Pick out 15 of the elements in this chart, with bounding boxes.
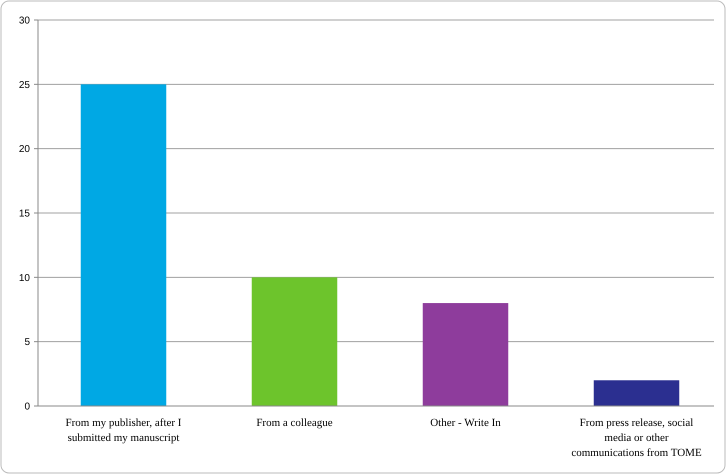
bar [422,303,508,406]
x-tick-label: Other - Write In [430,417,502,429]
bar [252,277,338,406]
x-tick-label: From my publisher, after I submitted my manuscript [66,417,182,444]
x-tick-label: From a colleague [256,417,333,429]
y-tick-label: 25 [18,80,30,91]
y-tick-label: 30 [18,16,30,26]
y-tick-label: 0 [24,402,30,412]
y-tick-label: 20 [18,144,30,156]
y-tick-label: 15 [18,208,30,220]
bar [594,380,680,406]
bar [80,84,166,406]
y-tick-label: 10 [18,272,30,284]
x-tick-label: From press release, social media or other communications from TOME [571,417,702,459]
y-tick-label: 5 [24,337,30,348]
